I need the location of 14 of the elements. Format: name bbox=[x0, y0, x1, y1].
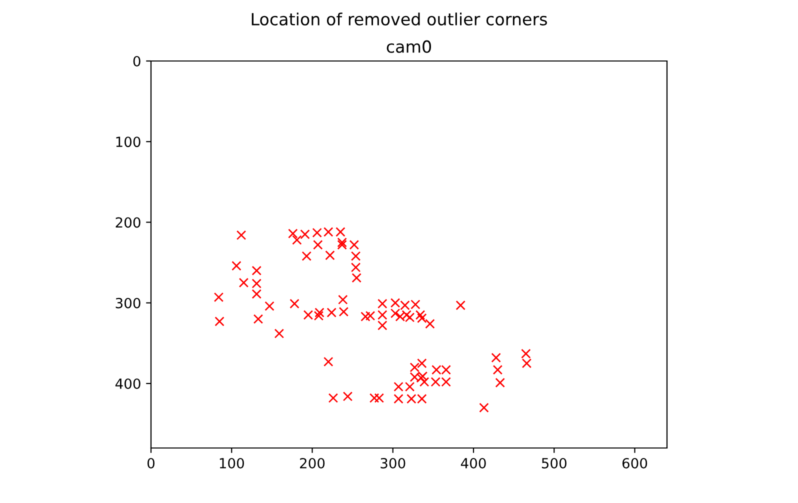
x-tick-label: 300 bbox=[380, 458, 406, 468]
x-tick-label: 100 bbox=[220, 458, 244, 468]
x-tick-label: 600 bbox=[622, 458, 648, 468]
y-tick-label: 300 bbox=[116, 298, 140, 308]
x-tick-label: 200 bbox=[300, 458, 325, 468]
y-tick-label: 100 bbox=[116, 136, 140, 148]
x-tick-label: 500 bbox=[542, 458, 566, 468]
x-tick-label: 0 bbox=[147, 458, 154, 468]
y-tick-label: 200 bbox=[116, 217, 140, 228]
x-tick-label: 400 bbox=[460, 458, 486, 468]
y-tick-label: 400 bbox=[115, 378, 140, 389]
y-tick-label: 0 bbox=[133, 56, 140, 66]
chart-subtitle: cam0 bbox=[386, 40, 431, 53]
chart-title: Location of removed outlier corners bbox=[252, 12, 547, 26]
